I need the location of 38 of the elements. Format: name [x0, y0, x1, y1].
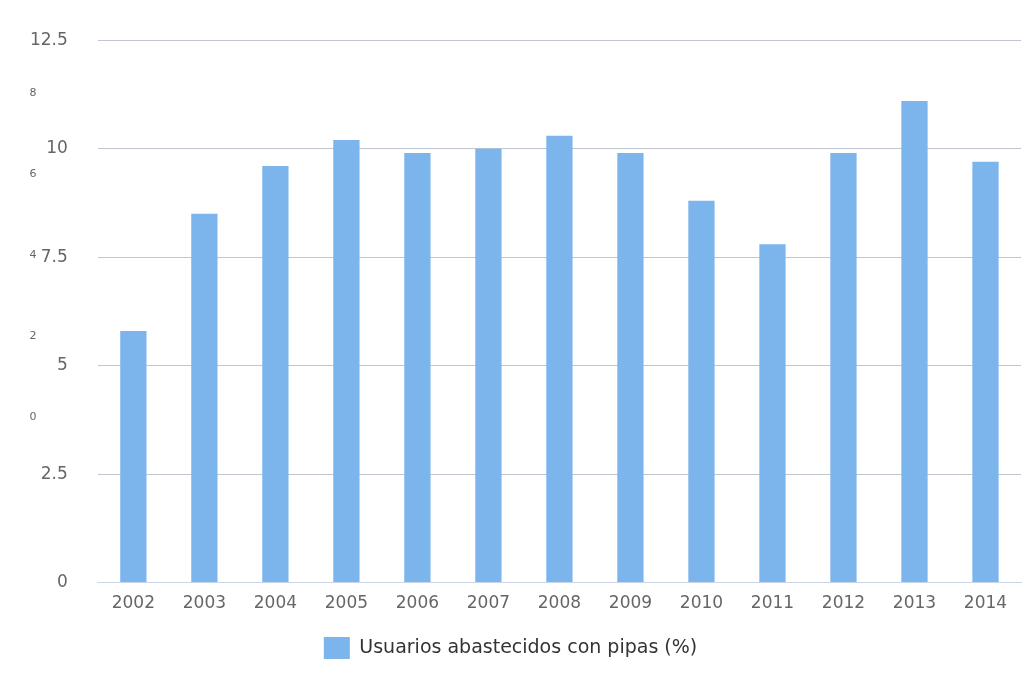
x-tick-label: 2004	[253, 592, 298, 613]
bar	[262, 166, 289, 583]
x-tick-label: 2008	[537, 592, 582, 613]
x-tick-label: 2002	[111, 592, 155, 613]
bar	[404, 153, 431, 583]
y2-tick-label: 2	[29, 328, 37, 342]
x-tick-label: 2013	[892, 592, 937, 613]
x-tick-label: 2003	[182, 592, 226, 613]
bar	[688, 200, 715, 583]
bar	[546, 135, 573, 583]
y-tick-label: 12.5	[29, 28, 68, 49]
y-tick-label: 0	[57, 571, 68, 592]
y2-tick-label: 8	[29, 85, 37, 99]
y2-tick-label: 4	[29, 247, 37, 261]
legend-label: Usuarios abastecidos con pipas (%)	[359, 634, 698, 657]
x-tick-label: 2007	[466, 592, 511, 613]
x-tick-label: 2014	[963, 592, 1008, 613]
bar	[475, 148, 502, 583]
y2-tick-label: 6	[29, 166, 37, 180]
bar	[759, 244, 786, 583]
x-tick-label: 2012	[821, 592, 866, 613]
y-tick-label: 2.5	[40, 462, 68, 483]
bar	[901, 100, 928, 583]
bar	[617, 153, 644, 583]
y-tick-label: 10	[46, 137, 68, 158]
bar	[333, 140, 360, 583]
bar	[191, 213, 218, 583]
x-tick-label: 2011	[750, 592, 795, 613]
x-tick-label: 2010	[679, 592, 724, 613]
x-tick-label: 2009	[608, 592, 653, 613]
bar	[972, 161, 999, 583]
x-tick-label: 2005	[324, 592, 369, 613]
bar	[830, 153, 857, 583]
y2-tick-label: 0	[29, 409, 37, 423]
y-tick-label: 5	[57, 354, 68, 375]
y-tick-label: 7.5	[40, 245, 68, 266]
x-tick-label: 2006	[395, 592, 440, 613]
bar	[120, 330, 147, 583]
